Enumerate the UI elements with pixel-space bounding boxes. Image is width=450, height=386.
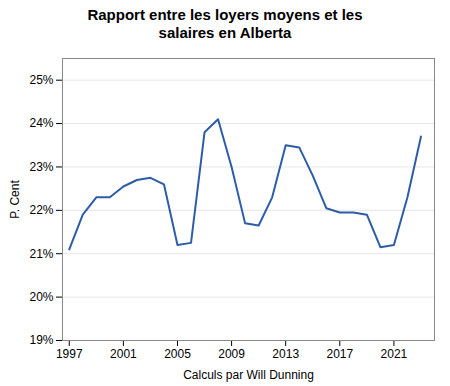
svg-text:25%: 25% [29,73,53,87]
svg-text:23%: 23% [29,160,53,174]
svg-text:2017: 2017 [326,347,353,361]
svg-text:P. Cent: P. Cent [8,180,22,219]
svg-text:2021: 2021 [381,347,408,361]
svg-text:Calculs par Will Dunning: Calculs par Will Dunning [183,368,314,382]
svg-text:2005: 2005 [164,347,191,361]
svg-text:1997: 1997 [56,347,83,361]
svg-text:2001: 2001 [110,347,137,361]
svg-text:22%: 22% [29,203,53,217]
svg-text:21%: 21% [29,247,53,261]
svg-text:2013: 2013 [272,347,299,361]
svg-text:24%: 24% [29,116,53,130]
svg-text:2009: 2009 [218,347,245,361]
html-text:Rapport entre les loyers moyen: Rapport entre les loyers moyens et les s… [87,6,363,41]
svg-text:19%: 19% [29,333,53,347]
svg-text:20%: 20% [29,290,53,304]
